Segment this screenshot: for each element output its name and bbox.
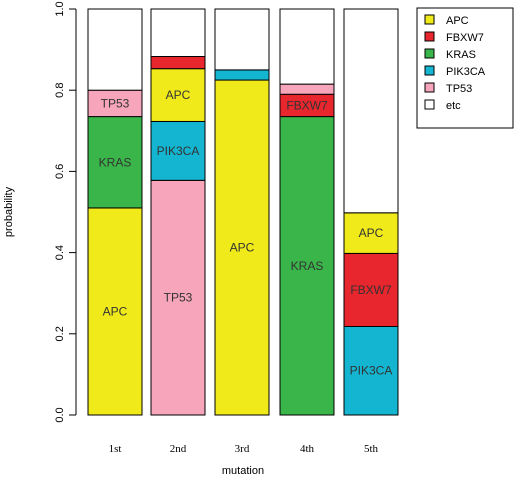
segment-label-fbxw7: FBXW7 xyxy=(350,283,392,297)
x-tick-labels: 1st 2nd 3rd 4th 5th xyxy=(109,443,379,455)
bar-segment-kras xyxy=(87,116,143,209)
x-tick-label-1st: 1st xyxy=(109,443,122,455)
segment-label-apc: APC xyxy=(359,226,384,240)
segment-label-kras: KRAS xyxy=(99,155,132,169)
bar-1st: APC KRAS TP53 xyxy=(87,8,143,416)
bar-segment-pik3ca xyxy=(343,325,399,416)
bar-segment-apc xyxy=(214,79,270,416)
bar-segment-kras xyxy=(279,116,335,416)
x-tick-label-2nd: 2nd xyxy=(170,443,187,455)
legend-label-etc: etc xyxy=(446,100,461,112)
bar-segment-tp53 xyxy=(279,83,335,95)
y-tick-label-3: 0.6 xyxy=(54,164,66,179)
legend-label-apc: APC xyxy=(446,15,469,27)
legend-swatch-kras xyxy=(424,48,435,59)
bar-segment-apc xyxy=(87,207,143,416)
bar-segment-pik3ca xyxy=(214,69,270,81)
bar-segment-apc xyxy=(150,68,206,122)
segment-label-pik3ca: PIK3CA xyxy=(350,364,393,378)
segment-label-apc: APC xyxy=(103,304,128,318)
bar-segment-etc xyxy=(214,8,270,71)
bar-segment-etc xyxy=(150,8,206,58)
y-tick-label-5: 1.0 xyxy=(54,1,66,16)
legend-swatch-apc xyxy=(424,14,435,25)
bar-segment-etc xyxy=(343,8,399,214)
bar-segment-tp53 xyxy=(87,89,143,118)
x-tick-label-3rd: 3rd xyxy=(235,443,250,455)
bar-5th: PIK3CA FBXW7 APC xyxy=(343,8,399,416)
bar-4th: KRAS FBXW7 xyxy=(279,8,335,416)
segment-label-fbxw7: FBXW7 xyxy=(286,98,328,112)
bar-segment-fbxw7 xyxy=(150,56,206,70)
segment-label-apc: APC xyxy=(230,241,255,255)
legend-label-kras: KRAS xyxy=(446,49,476,61)
legend-swatch-etc xyxy=(424,99,435,110)
segment-label-tp53: TP53 xyxy=(101,96,130,110)
bar-segment-etc xyxy=(279,8,335,85)
x-tick-label-4th: 4th xyxy=(300,443,315,455)
y-tick-label-2: 0.4 xyxy=(54,245,66,260)
bar-segment-fbxw7 xyxy=(343,252,399,327)
y-axis: 0.0 0.2 0.4 0.6 0.8 1.0 xyxy=(54,1,77,423)
bar-segment-tp53 xyxy=(150,179,206,416)
y-tick-label-4: 0.8 xyxy=(54,83,66,98)
segment-label-apc: APC xyxy=(166,88,191,102)
y-tick-label-0: 0.0 xyxy=(54,407,66,422)
legend-swatch-pik3ca xyxy=(424,65,435,76)
legend-label-tp53: TP53 xyxy=(446,83,472,95)
segment-label-kras: KRAS xyxy=(291,259,324,273)
legend-label-pik3ca: PIK3CA xyxy=(446,66,486,78)
bar-3rd: APC xyxy=(214,8,270,416)
bar-segment-pik3ca xyxy=(150,120,206,181)
bar-segment-etc xyxy=(87,8,143,91)
y-axis-title: probability xyxy=(3,186,15,237)
bars: APCKRASTP53TP53PIK3CAAPCAPCKRASFBXW7PIK3… xyxy=(87,8,399,416)
y-tick-label-1: 0.2 xyxy=(54,326,66,341)
x-tick-label-5th: 5th xyxy=(364,443,379,455)
legend-swatch-tp53 xyxy=(424,82,435,93)
legend-swatch-fbxw7 xyxy=(424,31,435,42)
x-axis-title: mutation xyxy=(222,465,264,477)
bar-2nd: TP53 PIK3CA APC xyxy=(150,8,206,416)
segment-label-tp53: TP53 xyxy=(164,291,193,305)
bar-segment-apc xyxy=(343,212,399,254)
legend: APC FBXW7 KRAS PIK3CA TP53 etc xyxy=(416,7,514,129)
legend-label-fbxw7: FBXW7 xyxy=(446,32,484,44)
segment-label-pik3ca: PIK3CA xyxy=(157,144,200,158)
